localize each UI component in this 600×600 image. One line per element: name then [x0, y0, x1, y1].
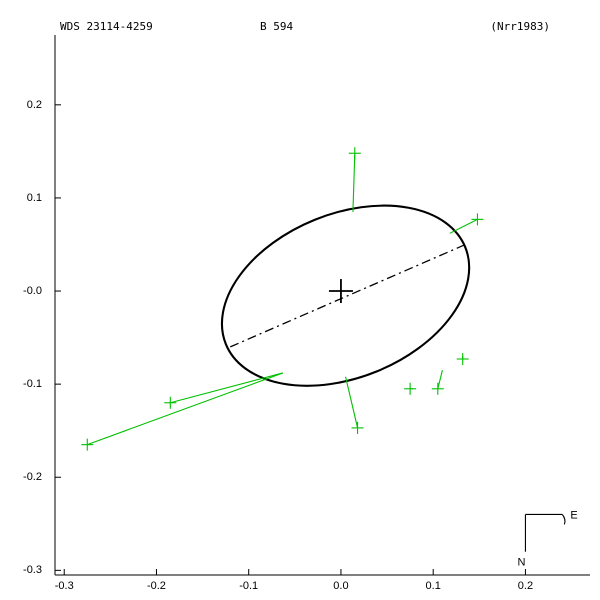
x-tick-label: 0.2 [518, 580, 533, 592]
svg-text:N: N [517, 557, 525, 569]
plot-canvas: EN [0, 0, 600, 600]
x-tick-label: 0.0 [333, 580, 348, 592]
y-tick-label: -0.2 [2, 471, 42, 483]
x-tick-label: -0.1 [239, 580, 258, 592]
y-tick-label: -0.0 [2, 285, 42, 297]
y-tick-label: 0.2 [2, 99, 42, 111]
svg-text:E: E [570, 509, 577, 521]
x-tick-label: -0.3 [55, 580, 74, 592]
title-center: B 594 [260, 20, 293, 33]
orbit-chart: EN WDS 23114-4259 B 594 (Nrr1983) -0.3-0… [0, 0, 600, 600]
y-tick-label: -0.1 [2, 378, 42, 390]
y-tick-label: -0.3 [2, 564, 42, 576]
x-tick-label: 0.1 [426, 580, 441, 592]
title-right: (Nrr1983) [490, 20, 550, 33]
title-left: WDS 23114-4259 [60, 20, 153, 33]
y-tick-label: 0.1 [2, 192, 42, 204]
x-tick-label: -0.2 [147, 580, 166, 592]
